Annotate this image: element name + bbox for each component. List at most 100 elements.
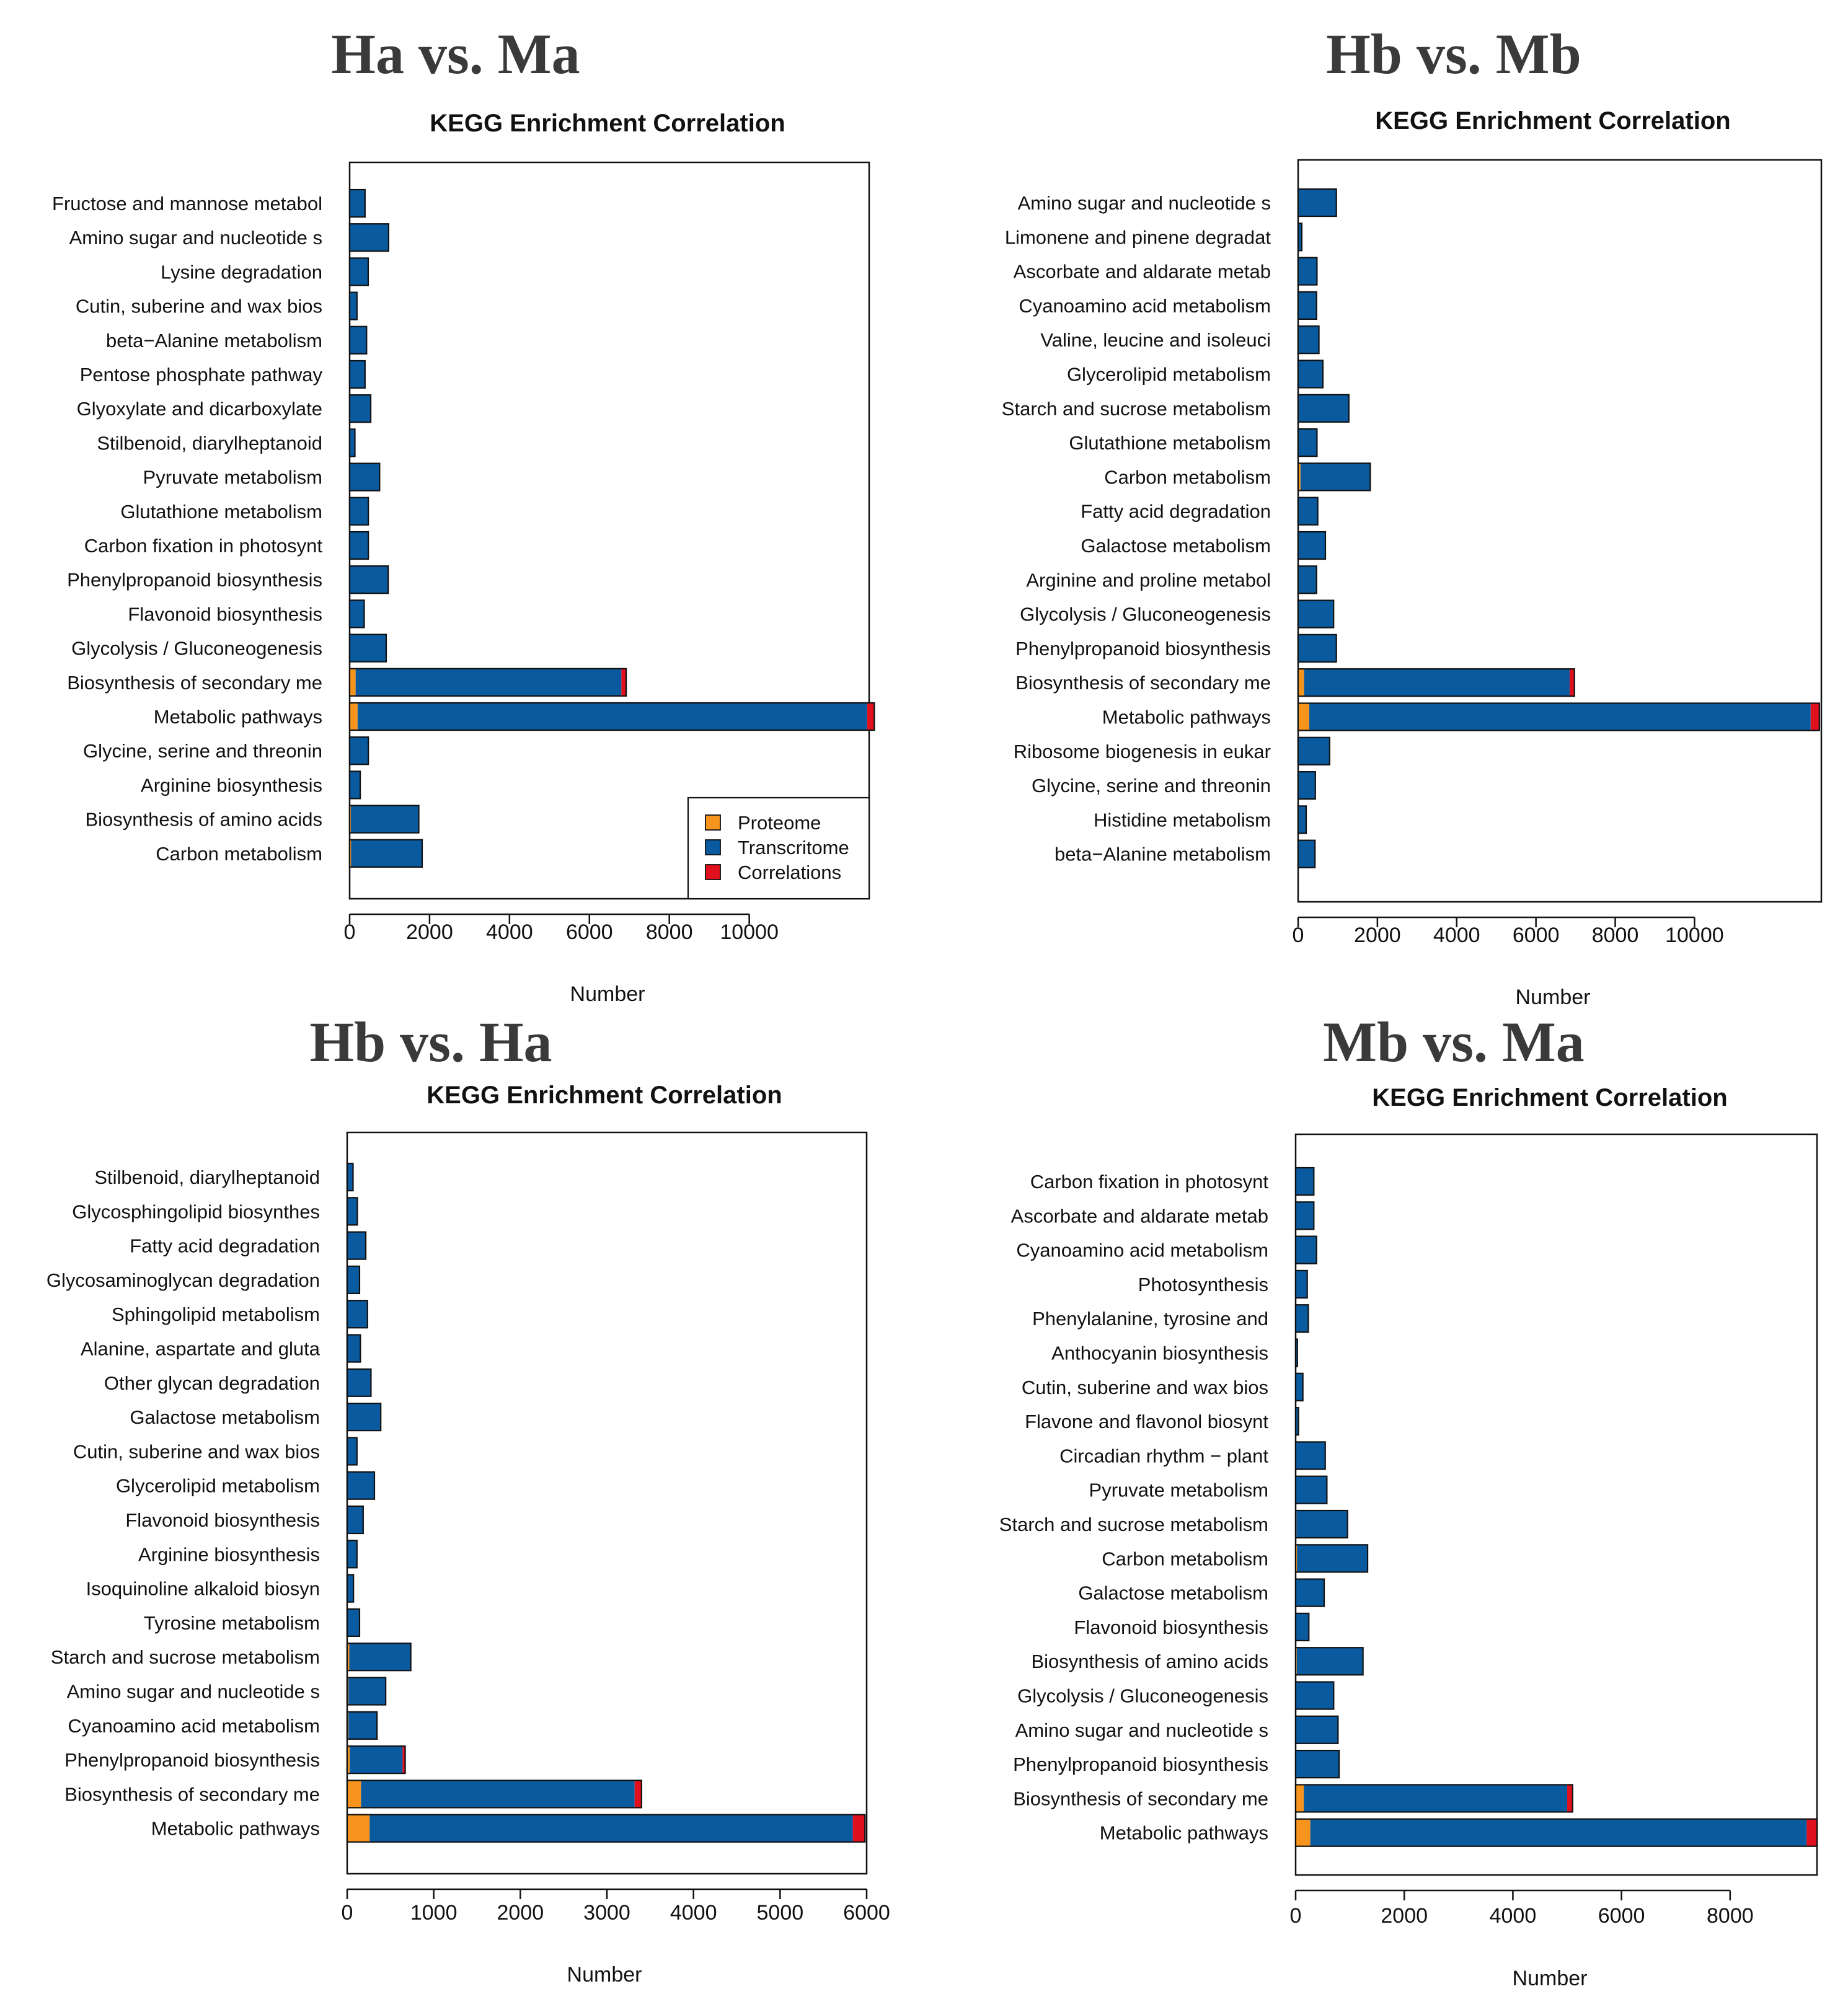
category-label: Biosynthesis of secondary me	[1015, 672, 1271, 694]
bar-transcritome	[1296, 1202, 1314, 1230]
bar-transcritome	[350, 737, 369, 765]
bar-outline	[348, 668, 627, 697]
bar-outline	[346, 1780, 642, 1809]
category-label: Amino sugar and nucleotide s	[1015, 1719, 1268, 1741]
bar-outline	[346, 1745, 406, 1775]
category-label: Carbon fixation in photosynt	[84, 535, 323, 557]
bar-outline	[346, 1540, 358, 1569]
plot-frame	[346, 1131, 868, 1875]
category-label: Flavonoid biosynthesis	[125, 1509, 320, 1531]
category-label: Photosynthesis	[1138, 1274, 1268, 1295]
x-tick-label: 6000	[1598, 1904, 1645, 1928]
x-tick-label: 4000	[670, 1901, 717, 1925]
bar-outline	[348, 633, 387, 663]
bar-outline	[1294, 1167, 1315, 1196]
bar-outline	[346, 1300, 368, 1329]
bar-transcritome	[1298, 566, 1317, 594]
category-label: Fatty acid degradation	[1081, 501, 1271, 523]
bar-outline	[1294, 1750, 1340, 1779]
bar-transcritome	[347, 1334, 361, 1362]
category-label: Metabolic pathways	[1100, 1822, 1268, 1844]
bar-transcritome	[1296, 1408, 1299, 1436]
category-label: Lysine degradation	[161, 261, 322, 283]
bar-transcritome	[348, 1403, 381, 1431]
category-label: Anthocyanin biosynthesis	[1051, 1343, 1268, 1364]
bar-outline	[346, 1334, 361, 1363]
category-label: Cyanoamino acid metabolism	[1016, 1240, 1268, 1261]
category-label: Glycerolipid metabolism	[1067, 364, 1271, 386]
bar-correlations	[852, 1814, 865, 1842]
category-label: Glutathione metabolism	[1069, 432, 1271, 454]
bar-transcritome	[361, 1780, 635, 1808]
category-label: Circadian rhythm − plant	[1059, 1445, 1268, 1467]
chart-title: KEGG Enrichment Correlation	[1375, 107, 1730, 135]
bar-transcritome	[350, 429, 355, 457]
bar-transcritome	[1296, 1750, 1340, 1778]
bar-outline	[346, 1437, 358, 1466]
bar-outline	[348, 599, 365, 629]
bar-outline	[348, 257, 369, 286]
bar-transcritome	[355, 668, 622, 696]
bar-transcritome	[1298, 634, 1337, 662]
bar-transcritome	[1298, 840, 1315, 868]
category-label: Biosynthesis of secondary me	[64, 1783, 320, 1805]
bar-outline	[346, 1574, 355, 1603]
legend-label: Correlations	[738, 862, 841, 883]
comparison-title: Hb vs. Mb	[1326, 22, 1581, 86]
category-label: Metabolic pathways	[1102, 707, 1271, 728]
bar-outline	[1294, 1235, 1317, 1264]
bar-transcritome	[347, 1574, 354, 1602]
category-label: Glyoxylate and dicarboxylate	[77, 398, 322, 420]
bar-outline	[348, 565, 389, 594]
bar-transcritome	[1298, 497, 1318, 525]
x-tick-label: 2000	[497, 1901, 544, 1925]
bar-transcritome	[350, 361, 365, 388]
bar-proteome	[1296, 1819, 1311, 1846]
bar-transcritome	[1296, 1442, 1325, 1470]
x-tick-label: 6000	[1513, 924, 1560, 947]
category-label: Pentose phosphate pathway	[80, 364, 323, 386]
bar-outline	[346, 1677, 387, 1706]
bar-transcritome	[1296, 1511, 1348, 1538]
bar-transcritome	[347, 1437, 357, 1465]
bar-outline	[1297, 257, 1318, 286]
bar-transcritome	[1296, 1613, 1309, 1641]
bar-proteome	[1296, 1784, 1304, 1812]
category-label: Cutin, suberine and wax bios	[76, 296, 322, 317]
category-label: Isoquinoline alkaloid biosyn	[86, 1578, 320, 1600]
bar-transcritome	[350, 326, 367, 354]
category-label: Stilbenoid, diarylheptanoid	[94, 1167, 320, 1188]
bar-transcritome	[350, 566, 389, 594]
bar-outline	[1294, 1509, 1348, 1539]
plot-frame	[348, 161, 870, 900]
bar-outline	[1294, 1201, 1315, 1230]
bar-transcritome	[1299, 394, 1349, 422]
bar-correlations	[1569, 669, 1575, 697]
x-axis-label: Number	[1516, 986, 1591, 1009]
bar-outline	[346, 1814, 866, 1843]
bar-outline	[346, 1711, 378, 1740]
bar-outline	[346, 1608, 361, 1637]
bar-outline	[1294, 1578, 1325, 1607]
bar-outline	[1294, 1304, 1309, 1333]
bar-transcritome	[1298, 223, 1302, 251]
bar-outline	[348, 223, 389, 252]
x-tick-label: 5000	[757, 1901, 804, 1925]
category-label: Glycerolipid metabolism	[116, 1475, 320, 1497]
bar-proteome	[1298, 669, 1304, 697]
x-tick-label: 0	[344, 920, 356, 944]
bar-transcritome	[1298, 532, 1325, 559]
category-label: Flavonoid biosynthesis	[1074, 1617, 1268, 1638]
bar-outline	[348, 531, 369, 560]
bar-transcritome	[1298, 737, 1330, 765]
chart-title: KEGG Enrichment Correlation	[430, 110, 785, 137]
bar-transcritome	[347, 1608, 360, 1636]
x-tick-label: 0	[342, 1901, 353, 1925]
bar-outline	[346, 1471, 376, 1500]
bar-outline	[1294, 1681, 1335, 1710]
bar-transcritome	[1296, 1682, 1334, 1709]
bar-outline	[346, 1197, 358, 1226]
category-label: Glycine, serine and threonin	[83, 740, 322, 762]
bar-outline	[1297, 805, 1307, 834]
panel-mb-vs-ma: Mb vs. Ma KEGG Enrichment Correlation Nu…	[999, 1010, 1818, 1990]
